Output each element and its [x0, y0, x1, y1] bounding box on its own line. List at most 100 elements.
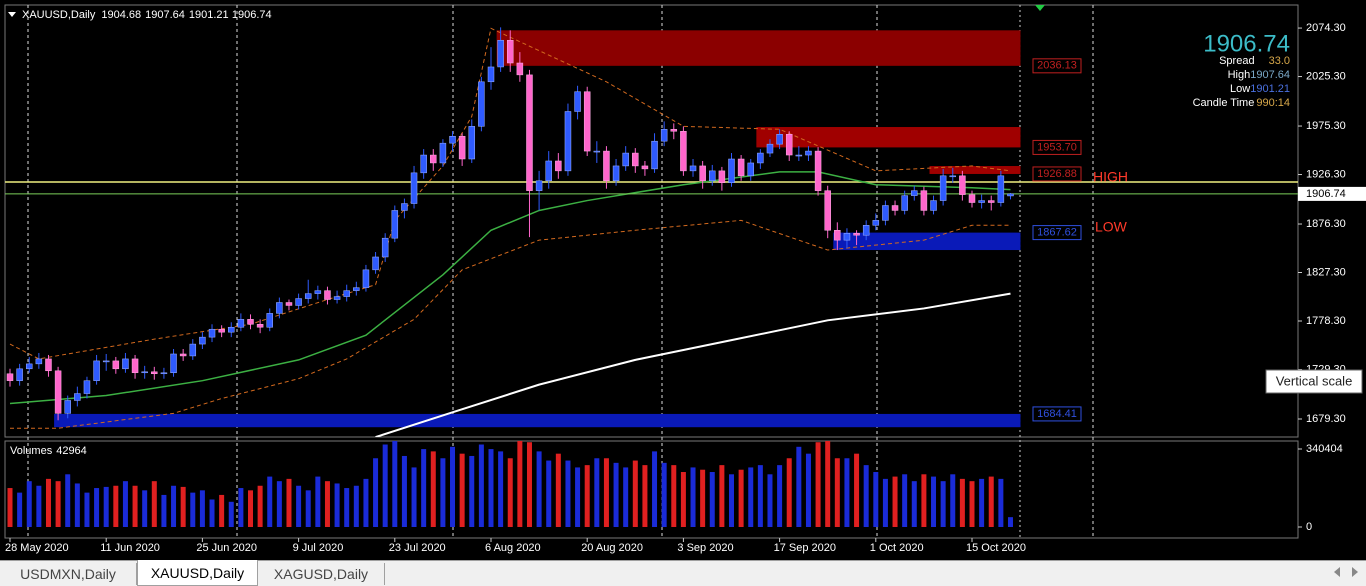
candle-body [439, 142, 447, 164]
volume-bar [469, 455, 475, 528]
price-marker-box [1298, 186, 1366, 201]
candle-body [112, 360, 120, 370]
candle-body [997, 175, 1005, 203]
candle-body [353, 287, 360, 291]
volume-bar [26, 481, 32, 528]
low-label: Low [1230, 83, 1250, 95]
volume-bar [180, 486, 186, 528]
candle-body [256, 324, 264, 328]
y-tick-label: 2025.30 [1306, 70, 1346, 82]
candle-body [151, 371, 158, 375]
x-tick-label: 23 Jul 2020 [389, 542, 446, 554]
volume-bar [450, 446, 456, 528]
candle-body [179, 353, 187, 357]
zone-label-box [1032, 166, 1082, 182]
volume-bar [979, 478, 985, 528]
volume-bar [65, 474, 71, 528]
candle-body [372, 256, 379, 271]
volume-bar [7, 488, 13, 528]
candle-body [141, 371, 148, 374]
volume-bar [382, 444, 388, 528]
candle-body [930, 200, 937, 211]
volume-bar [238, 488, 244, 528]
volume-bar [834, 458, 840, 528]
candle-body [891, 205, 899, 211]
tab-bar: USDMXN,Daily XAUUSD,Daily XAGUSD,Daily [0, 560, 1366, 586]
candle-body [362, 269, 370, 288]
volume-bar [392, 441, 398, 528]
volume-bar [969, 481, 975, 528]
x-tick-label: 9 Jul 2020 [293, 542, 344, 554]
volume-bar [334, 483, 340, 528]
tooltip-text: Vertical scale [1276, 373, 1353, 388]
candle-body [516, 62, 524, 76]
candle-body [583, 91, 591, 152]
candle-body [54, 370, 62, 414]
volume-bar [546, 460, 552, 528]
volume-bar [729, 474, 734, 528]
volume-bar [632, 460, 638, 528]
volume-bar [815, 442, 821, 528]
candle-body [882, 205, 889, 221]
volume-tick-label: 0 [1306, 521, 1312, 533]
candle-body [737, 158, 745, 177]
main-pane-frame [4, 4, 1299, 438]
candle-body [939, 175, 947, 201]
candle-body [420, 154, 427, 174]
volume-bar [652, 451, 658, 528]
candle-body [862, 225, 870, 236]
spread-label: Spread [1219, 55, 1254, 67]
y-tick-label: 1876.30 [1306, 218, 1346, 230]
volume-bar [700, 469, 706, 528]
volume-bar [584, 465, 590, 528]
scroll-left[interactable] [1334, 567, 1340, 577]
volume-bar [151, 481, 157, 528]
moving-average [9, 171, 1011, 405]
tab-active[interactable]: XAUUSD,Daily [137, 560, 258, 586]
zone-label-box [1032, 58, 1082, 74]
x-tick-label: 20 Aug 2020 [581, 542, 643, 554]
zone-label: 2036.13 [1037, 60, 1077, 72]
candle-body [401, 203, 408, 211]
candle-body [834, 230, 841, 241]
volume-bar [430, 451, 436, 528]
volume-bar [661, 462, 667, 528]
price-marker-label: 1906.74 [1306, 188, 1346, 200]
volume-bar [892, 476, 898, 528]
volume-title-text: Volumes [10, 445, 53, 457]
info-candle-time: Candle Time 990:14 [1193, 97, 1290, 109]
tooltip-box [1265, 369, 1363, 394]
zone-label: 1926.88 [1037, 168, 1077, 180]
candle-body [391, 210, 399, 239]
volume-bar [440, 458, 446, 528]
tab[interactable]: XAGUSD,Daily [258, 563, 385, 585]
y-tick-label: 2074.30 [1306, 22, 1346, 34]
tab[interactable]: USDMXN,Daily [0, 563, 137, 585]
candle-body [343, 290, 350, 297]
volume-bar [882, 478, 888, 528]
candle-body [304, 293, 312, 299]
volume-bar [74, 483, 80, 528]
candle-body [64, 400, 71, 414]
candle-body [814, 150, 822, 191]
volume-bar [373, 458, 379, 528]
volume-bar [526, 442, 532, 528]
volume-bar [671, 465, 677, 528]
candle-body [872, 220, 880, 226]
y-tick-label: 1778.30 [1306, 315, 1346, 327]
candle-body [949, 175, 957, 178]
volume-bar [555, 453, 561, 528]
candle-body [622, 152, 629, 167]
volume-bar [55, 481, 61, 528]
volume-bar [911, 481, 917, 528]
candle-body [430, 154, 437, 164]
volume-bar [94, 488, 100, 528]
candle-body [266, 313, 273, 328]
volume-bar [324, 481, 330, 528]
candle-time-value: 990:14 [1256, 97, 1290, 109]
volume-bar [825, 441, 831, 528]
scroll-right[interactable] [1352, 567, 1358, 577]
candle-body [978, 200, 985, 203]
candle-body [218, 328, 225, 333]
